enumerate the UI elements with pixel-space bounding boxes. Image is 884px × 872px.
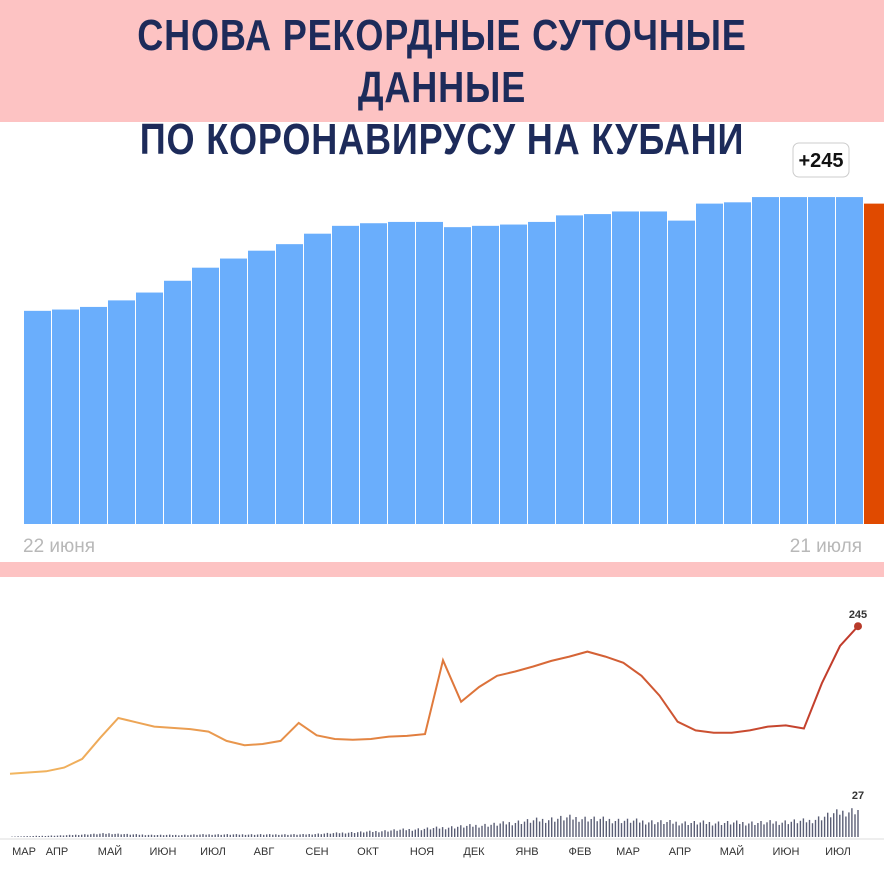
bar [724,202,751,525]
curve-end-label: 245 [849,609,867,621]
x-tick-label: МАР [616,846,640,858]
x-tick-label: ОКТ [357,846,379,858]
bar [304,233,331,524]
x-tick-label: ИЮН [150,846,177,858]
bar [640,211,667,524]
daily-bars-end-label: 27 [852,790,864,802]
bar-highlight [864,203,884,524]
daily-bar-chart: +245 22 июня 21 июля [23,142,884,557]
bar [528,221,555,524]
header-banner: СНОВА РЕКОРДНЫЕ СУТОЧНЫЕ ДАННЫЕ ПО КОРОН… [0,0,884,164]
bar [24,310,51,524]
bar [752,197,779,525]
bar [808,197,835,525]
x-tick-label: МАЙ [720,845,744,858]
curve-end-marker [854,622,862,631]
x-tick-label: ДЕК [463,846,485,858]
x-tick-label: СЕН [305,846,328,858]
x-tick-label: ИЮН [773,846,800,858]
bar [500,224,527,524]
bar [444,227,471,524]
x-tick-label: АПР [46,846,68,858]
bar [108,300,135,524]
x-axis-month-labels: МАР АПР МАЙ ИЮН ИЮЛ АВГ СЕН ОКТ НОЯ ДЕК ЯНВ ФЕВ МАР А… [12,845,851,858]
bar [220,258,247,524]
x-start-label: 22 июня [23,536,95,557]
bar [836,197,863,525]
bar [388,221,415,524]
highlight-callout-box [792,142,850,178]
bar [360,223,387,524]
bar [668,220,695,524]
bar [612,211,639,524]
cases-curve [9,625,859,775]
highlight-value-label: +245 [798,150,843,172]
title-line-2: ПО КОРОНАВИРУСУ НА КУБАНИ [139,115,745,164]
bar [136,292,163,524]
page-title: СНОВА РЕКОРДНЫЕ СУТОЧНЫЕ ДАННЫЕ ПО КОРОН… [80,10,805,166]
x-tick-label: МАР [12,846,36,858]
bar [780,197,807,525]
x-end-label: 21 июля [790,536,862,557]
x-tick-label: АВГ [254,846,275,858]
x-tick-label: ФЕВ [568,846,591,858]
bar [584,214,611,525]
x-tick-label: ЯНВ [515,846,538,858]
bar [192,267,219,524]
x-tick-label: ИЮЛ [200,846,226,858]
bar [164,280,191,524]
daily-bars [11,808,859,837]
bar [416,221,443,524]
bar [80,306,107,524]
x-tick-label: АПР [669,846,691,858]
x-tick-label: ИЮЛ [825,846,851,858]
x-tick-label: МАЙ [98,845,122,858]
bar [52,309,79,524]
bar [276,244,303,524]
x-tick-label: НОЯ [410,846,434,858]
title-line-1: СНОВА РЕКОРДНЫЕ СУТОЧНЫЕ ДАННЫЕ [137,11,747,112]
bar [696,203,723,524]
highlight-callout: +245 [792,142,850,178]
bar-series [24,197,884,525]
bar [332,225,359,524]
bar [472,225,499,524]
section-divider [0,562,884,577]
history-line-chart: 245 27 МАР АПР МАЙ ИЮН ИЮЛ АВГ СЕН ОКТ НОЯ ДЕК ЯНВ… [0,609,884,858]
bar [248,250,275,524]
bar [556,215,583,524]
